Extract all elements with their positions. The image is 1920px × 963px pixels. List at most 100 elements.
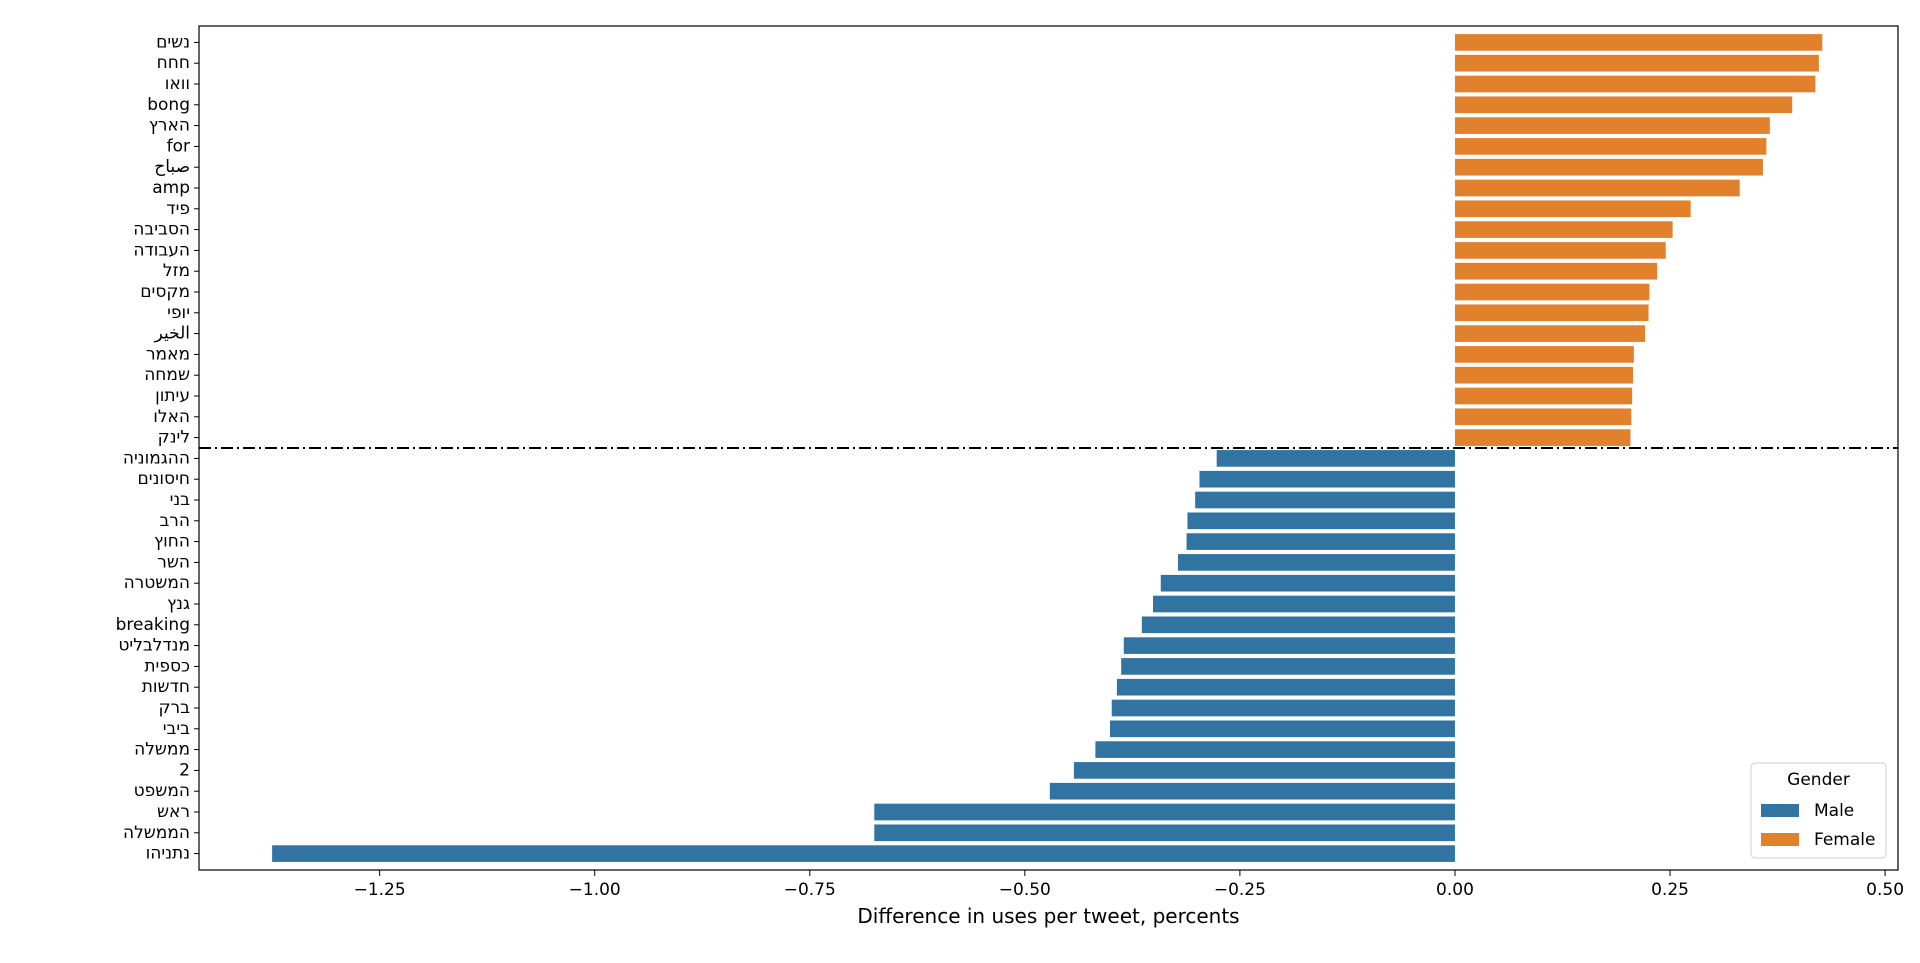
x-axis-title: Difference in uses per tweet, percents bbox=[857, 904, 1239, 928]
x-axis: −1.25 −1.00 −0.75 −0.50 −0.25 0.00 0.25 0.50 bbox=[354, 870, 1904, 900]
category-label: גנץ bbox=[167, 594, 190, 614]
category-label: כספית bbox=[144, 656, 190, 676]
bar-33 bbox=[1110, 720, 1455, 738]
x-tick-label: −0.75 bbox=[784, 880, 836, 900]
plot-frame bbox=[198, 25, 1899, 871]
category-label: האלו bbox=[153, 407, 190, 427]
category-label: המשפט bbox=[134, 781, 190, 801]
category-label: העבודה bbox=[133, 240, 190, 260]
category-label: bong bbox=[147, 95, 190, 115]
category-label: מזל bbox=[163, 261, 190, 281]
category-label: מקסים bbox=[140, 282, 190, 302]
category-label: פיד bbox=[166, 199, 190, 219]
bar-15 bbox=[1454, 346, 1634, 363]
bar-37 bbox=[874, 803, 1455, 821]
bar-16 bbox=[1454, 366, 1634, 384]
x-tick-label: −1.25 bbox=[354, 880, 406, 900]
category-label: صباح bbox=[154, 157, 190, 177]
legend-label: Female bbox=[1814, 830, 1875, 850]
legend-title: Gender bbox=[1787, 770, 1850, 790]
bar-23 bbox=[1187, 512, 1455, 530]
category-labels: נשיםחחחוואוbongהארץforصباحampפידהסביבההע… bbox=[116, 32, 199, 864]
bar-8 bbox=[1454, 200, 1691, 218]
x-tick-label: 0.00 bbox=[1436, 880, 1474, 900]
bar-31 bbox=[1116, 678, 1455, 696]
legend-entries: Male Female bbox=[1761, 801, 1875, 850]
bar-24 bbox=[1186, 533, 1455, 550]
bar-10 bbox=[1454, 242, 1666, 259]
category-label: for bbox=[167, 136, 190, 156]
category-label: החוץ bbox=[154, 532, 190, 552]
category-label: שמחה bbox=[144, 365, 190, 385]
category-label: מנדלבליט bbox=[118, 636, 190, 656]
bar-25 bbox=[1177, 554, 1455, 571]
bar-17 bbox=[1454, 387, 1633, 405]
category-label: נתניהו bbox=[146, 844, 190, 864]
x-tick-label: 0.50 bbox=[1866, 880, 1904, 900]
legend-swatch bbox=[1761, 804, 1799, 817]
bar-32 bbox=[1111, 699, 1455, 717]
bar-36 bbox=[1049, 782, 1455, 800]
legend-swatch bbox=[1761, 833, 1799, 846]
category-label: חדשות bbox=[142, 677, 190, 697]
category-label: לינק bbox=[158, 428, 190, 448]
category-label: ראש bbox=[157, 802, 190, 822]
bar-1 bbox=[1454, 54, 1819, 72]
bar-13 bbox=[1454, 304, 1649, 322]
legend: Gender Male Female bbox=[1750, 762, 1887, 859]
category-label: ממשלה bbox=[134, 740, 190, 760]
bar-3 bbox=[1454, 96, 1793, 114]
bars-group bbox=[272, 34, 1823, 862]
bar-20 bbox=[1216, 450, 1455, 467]
bar-11 bbox=[1454, 262, 1658, 280]
category-label: breaking bbox=[116, 615, 190, 635]
x-tick-label: −0.50 bbox=[999, 880, 1051, 900]
bar-7 bbox=[1454, 179, 1740, 197]
bar-5 bbox=[1454, 138, 1767, 155]
category-label: מאמר bbox=[146, 344, 190, 364]
bar-0 bbox=[1454, 34, 1823, 51]
category-label: הארץ bbox=[149, 116, 190, 136]
category-label: בני bbox=[170, 490, 191, 510]
bar-34 bbox=[1095, 741, 1455, 758]
bar-9 bbox=[1454, 221, 1673, 238]
bar-19 bbox=[1454, 429, 1631, 446]
bar-30 bbox=[1121, 658, 1455, 675]
bar-29 bbox=[1123, 637, 1455, 654]
category-label: 2 bbox=[179, 760, 190, 780]
category-label: ברק bbox=[159, 698, 191, 718]
category-label: ביבי bbox=[163, 719, 190, 739]
category-label: יופי bbox=[167, 303, 190, 323]
bar-18 bbox=[1454, 408, 1632, 426]
category-label: amp bbox=[152, 178, 190, 198]
category-label: الخير bbox=[154, 324, 190, 344]
category-label: ההגמוניה bbox=[123, 448, 190, 468]
category-label: הרב bbox=[159, 511, 190, 531]
bar-21 bbox=[1199, 470, 1455, 488]
category-label: הסביבה bbox=[133, 220, 190, 240]
bar-39 bbox=[272, 845, 1455, 862]
bar-2 bbox=[1454, 75, 1816, 93]
category-label: חיסונים bbox=[138, 469, 190, 489]
category-label: עיתון bbox=[155, 386, 190, 406]
bar-27 bbox=[1153, 595, 1455, 613]
category-label: חחח bbox=[157, 53, 190, 73]
x-tick-label: −1.00 bbox=[569, 880, 621, 900]
category-label: הממשלה bbox=[123, 823, 190, 843]
bar-26 bbox=[1160, 574, 1455, 592]
bar-35 bbox=[1073, 762, 1455, 779]
x-tick-label: −0.25 bbox=[1214, 880, 1266, 900]
bar-14 bbox=[1454, 325, 1646, 342]
legend-label: Male bbox=[1814, 801, 1854, 821]
bar-6 bbox=[1454, 158, 1763, 176]
bar-4 bbox=[1454, 117, 1770, 134]
bar-22 bbox=[1195, 491, 1455, 509]
category-label: וואו bbox=[165, 74, 190, 94]
category-label: נשים bbox=[156, 32, 190, 52]
category-label: המשטרה bbox=[124, 573, 190, 593]
bar-28 bbox=[1141, 616, 1455, 634]
bar-12 bbox=[1454, 283, 1650, 301]
category-label: השר bbox=[157, 552, 190, 572]
x-tick-label: 0.25 bbox=[1651, 880, 1689, 900]
